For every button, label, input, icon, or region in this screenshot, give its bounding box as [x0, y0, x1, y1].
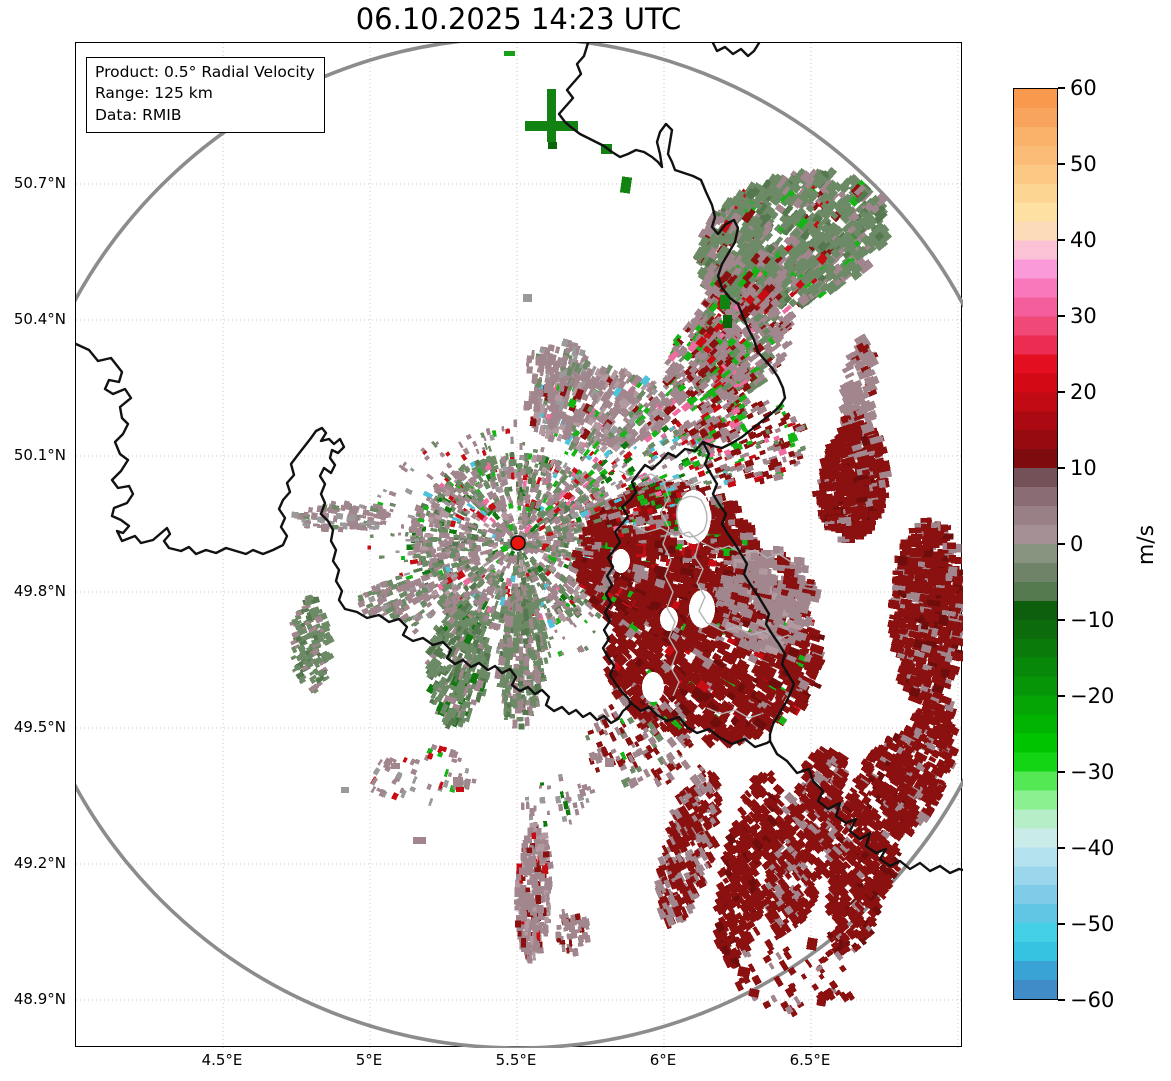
colorbar-tick [1058, 163, 1065, 165]
colorbar-tick-label: −40 [1070, 836, 1115, 860]
colorbar-tick [1058, 619, 1065, 621]
map-plot-area: Product: 0.5° Radial Velocity Range: 125… [75, 42, 963, 1048]
x-tick-label: 6.5°E [789, 1051, 831, 1069]
x-tick-label: 6°E [649, 1051, 677, 1069]
colorbar [1013, 88, 1058, 1000]
radar-map-svg [76, 43, 963, 1048]
colorbar-tick [1058, 391, 1065, 393]
range-info-line: Range: 125 km [95, 84, 213, 103]
y-tick-label: 49.2°N [13, 854, 66, 872]
x-tick-label: 5.5°E [495, 1051, 537, 1069]
colorbar-tick-label: 30 [1070, 304, 1097, 328]
y-tick-label: 50.7°N [13, 174, 66, 192]
colorbar-tick-label: −10 [1070, 608, 1115, 632]
colorbar-tick [1058, 999, 1065, 1001]
y-tick-label: 48.9°N [13, 990, 66, 1008]
y-tick-label: 49.5°N [13, 718, 66, 736]
product-info-line: Product: 0.5° Radial Velocity [95, 63, 315, 81]
colorbar-unit-label: m/s [1133, 524, 1159, 566]
y-tick-label: 50.1°N [13, 446, 66, 464]
figure-title: 06.10.2025 14:23 UTC [355, 2, 682, 36]
colorbar-tick [1058, 771, 1065, 773]
y-tick-label: 50.4°N [13, 310, 66, 328]
colorbar-tick-label: 40 [1070, 228, 1097, 252]
colorbar-tick [1058, 315, 1065, 317]
data-source-line: Data: RMIB [95, 105, 182, 124]
country-borders [76, 43, 963, 875]
radar-site-marker [510, 535, 526, 551]
x-tick-label: 4.5°E [201, 1051, 243, 1069]
colorbar-tick-label: −50 [1070, 912, 1115, 936]
x-tick-label: 5°E [355, 1051, 383, 1069]
colorbar-tick [1058, 847, 1065, 849]
colorbar-tick [1058, 239, 1065, 241]
colorbar-tick [1058, 923, 1065, 925]
colorbar-tick-label: −60 [1070, 988, 1115, 1012]
radar-echoes [289, 51, 963, 1018]
colorbar-tick-label: −20 [1070, 684, 1115, 708]
colorbar-tick-label: 20 [1070, 380, 1097, 404]
colorbar-tick-label: −30 [1070, 760, 1115, 784]
colorbar-tick [1058, 87, 1065, 89]
colorbar-tick [1058, 695, 1065, 697]
colorbar-tick-label: 50 [1070, 152, 1097, 176]
colorbar-tick-label: 10 [1070, 456, 1097, 480]
colorbar-tick-label: 0 [1070, 532, 1084, 556]
colorbar-tick [1058, 543, 1065, 545]
product-info-box: Product: 0.5° Radial Velocity Range: 125… [86, 57, 325, 134]
colorbar-tick-label: 60 [1070, 76, 1097, 100]
y-tick-label: 49.8°N [13, 582, 66, 600]
colorbar-tick [1058, 467, 1065, 469]
province-borders [618, 470, 792, 719]
